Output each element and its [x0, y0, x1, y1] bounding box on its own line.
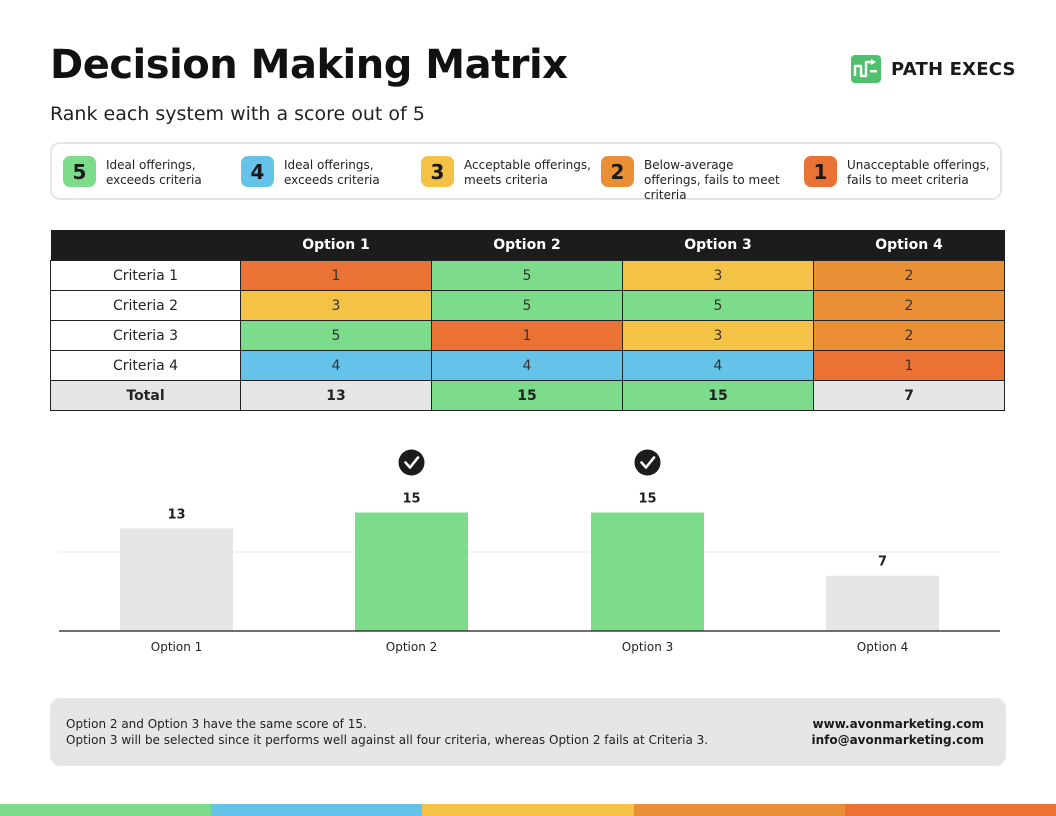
- bar: [120, 528, 233, 631]
- legend-line: Ideal offerings,: [284, 158, 374, 172]
- column-header: Option 4: [813, 230, 1005, 261]
- table-header-row: Option 1 Option 2 Option 3 Option 4: [50, 230, 1005, 261]
- legend-description: Ideal offerings, exceeds criteria: [284, 158, 380, 188]
- table-row: Criteria 1 1 5 3 2: [50, 260, 1005, 291]
- brand-name: PATH EXECS: [891, 58, 1016, 80]
- legend-item: 4 Ideal offerings, exceeds criteria: [241, 156, 380, 188]
- legend-line: criteria: [644, 188, 687, 202]
- legend-line: Ideal offerings,: [106, 158, 196, 172]
- legend-line: exceeds criteria: [284, 173, 380, 187]
- legend-badge: 4: [241, 156, 274, 187]
- bar: [591, 512, 704, 631]
- legend-line: fails to meet criteria: [847, 173, 969, 187]
- score-cell: 2: [813, 320, 1005, 351]
- stripe-segment: [422, 804, 634, 816]
- page-title: Decision Making Matrix: [50, 42, 568, 88]
- legend-badge: 5: [63, 156, 96, 187]
- legend-item: 2 Below-average offerings, fails to meet…: [601, 156, 780, 203]
- score-cell: 1: [431, 320, 623, 351]
- score-cell: 4: [431, 350, 623, 381]
- legend-line: Unacceptable offerings,: [847, 158, 990, 172]
- legend-description: Acceptable offerings, meets criteria: [464, 158, 591, 188]
- website-link[interactable]: www.avonmarketing.com: [812, 717, 984, 731]
- row-label: Criteria 1: [50, 260, 241, 291]
- legend-description: Below-average offerings, fails to meet c…: [644, 158, 780, 203]
- score-cell: 2: [813, 290, 1005, 321]
- score-cell: 5: [431, 260, 623, 291]
- total-row: Total 13 15 15 7: [50, 380, 1005, 411]
- column-header: Option 3: [622, 230, 814, 261]
- check-mark: [404, 456, 420, 469]
- footer-color-stripe: [0, 804, 1056, 816]
- decision-matrix-table: Option 1 Option 2 Option 3 Option 4 Crit…: [50, 230, 1005, 411]
- score-cell: 5: [240, 320, 432, 351]
- legend-line: offerings, fails to meet: [644, 173, 780, 187]
- column-header: Option 1: [240, 230, 432, 261]
- legend-line: Acceptable offerings,: [464, 158, 591, 172]
- legend-description: Unacceptable offerings, fails to meet cr…: [847, 158, 990, 188]
- legend-item: 1 Unacceptable offerings, fails to meet …: [804, 156, 990, 188]
- legend-badge: 2: [601, 156, 634, 187]
- bar-value-label: 15: [402, 492, 420, 507]
- brand: PATH EXECS: [851, 55, 1016, 83]
- score-cell: 5: [622, 290, 814, 321]
- legend-badge: 3: [421, 156, 454, 187]
- insight-text: Option 2 and Option 3 have the same scor…: [66, 716, 708, 748]
- score-cell: 4: [622, 350, 814, 381]
- check-circle-icon: [398, 449, 425, 476]
- stripe-segment: [633, 804, 845, 816]
- row-label: Criteria 2: [50, 290, 241, 321]
- legend-badge: 1: [804, 156, 837, 187]
- score-cell: 3: [240, 290, 432, 321]
- stripe-segment: [0, 804, 212, 816]
- column-header: Option 2: [431, 230, 623, 261]
- legend-description: Ideal offerings, exceeds criteria: [106, 158, 202, 188]
- bar-value-label: 13: [167, 507, 185, 522]
- legend-item: 5 Ideal offerings, exceeds criteria: [63, 156, 202, 188]
- email-link[interactable]: info@avonmarketing.com: [811, 733, 984, 747]
- insight-line: Option 3 will be selected since it perfo…: [66, 733, 709, 747]
- header-corner-cell: [50, 230, 241, 261]
- legend-item: 3 Acceptable offerings, meets criteria: [421, 156, 591, 188]
- check-circle-icon: [634, 449, 661, 476]
- legend-line: meets criteria: [464, 173, 548, 187]
- stripe-segment: [844, 804, 1056, 816]
- check-mark: [640, 456, 656, 469]
- x-tick-label: Option 2: [386, 640, 438, 654]
- score-cell: 1: [813, 350, 1005, 381]
- legend-line: Below-average: [644, 158, 734, 172]
- x-tick-label: Option 1: [151, 640, 203, 654]
- page-subtitle: Rank each system with a score out of 5: [50, 103, 425, 125]
- bar-value-label: 15: [638, 492, 656, 507]
- legend-line: exceeds criteria: [106, 173, 202, 187]
- total-label: Total: [50, 380, 241, 411]
- path-execs-logo-icon: [851, 55, 881, 83]
- row-label: Criteria 3: [50, 320, 241, 351]
- x-tick-label: Option 3: [622, 640, 674, 654]
- total-cell: 7: [813, 380, 1005, 411]
- row-label: Criteria 4: [50, 350, 241, 381]
- bar-value-label: 7: [878, 555, 887, 570]
- total-score-bar-chart: 13 Option 1 15 Option 2 15 Option 3 7 Option 4: [59, 449, 1000, 654]
- table-row: Criteria 3 5 1 3 2: [50, 320, 1005, 351]
- score-cell: 1: [240, 260, 432, 291]
- insight-line: Option 2 and Option 3 have the same scor…: [66, 717, 367, 731]
- score-cell: 3: [622, 260, 814, 291]
- score-cell: 5: [431, 290, 623, 321]
- score-cell: 3: [622, 320, 814, 351]
- table-row: Criteria 2 3 5 5 2: [50, 290, 1005, 321]
- score-cell: 4: [240, 350, 432, 381]
- total-cell: 15: [431, 380, 623, 411]
- bar: [355, 512, 468, 631]
- score-cell: 2: [813, 260, 1005, 291]
- x-tick-label: Option 4: [857, 640, 909, 654]
- total-cell: 13: [240, 380, 432, 411]
- contact-info: www.avonmarketing.com info@avonmarketing…: [811, 716, 984, 748]
- stripe-segment: [211, 804, 423, 816]
- table-row: Criteria 4 4 4 4 1: [50, 350, 1005, 381]
- insight-panel: Option 2 and Option 3 have the same scor…: [50, 698, 1006, 766]
- bar: [826, 575, 939, 631]
- score-legend: 5 Ideal offerings, exceeds criteria 4 Id…: [50, 142, 1002, 203]
- total-cell: 15: [622, 380, 814, 411]
